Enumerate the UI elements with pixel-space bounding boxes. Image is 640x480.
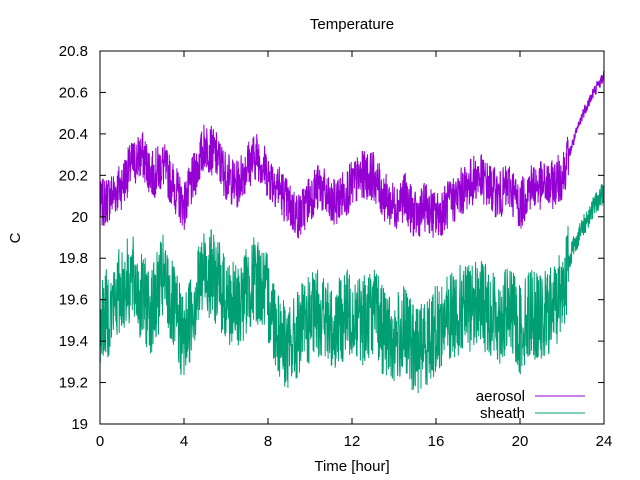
y-tick-label: 19.8 (59, 250, 88, 267)
y-tick-label: 20.4 (59, 126, 88, 143)
y-tick-label: 20.6 (59, 84, 88, 101)
y-tick-label: 19.6 (59, 292, 88, 309)
x-tick-label: 8 (264, 433, 272, 450)
legend-label-aerosol: aerosol (476, 388, 525, 405)
x-tick-label: 4 (180, 433, 188, 450)
x-tick-label: 0 (96, 433, 104, 450)
axes: 0 4 8 12 16 20 24 19 19.2 19.4 19.6 19.8 20 20.2 20.4 2… (59, 43, 613, 450)
y-tick-label: 19.2 (59, 375, 88, 392)
x-tick-label: 12 (344, 433, 361, 450)
y-tick-label: 19 (71, 416, 88, 433)
legend-label-sheath: sheath (480, 405, 525, 422)
series-line-aerosol (99, 70, 605, 239)
y-tick-label: 20.2 (59, 167, 88, 184)
y-tick-label: 20 (71, 209, 88, 226)
plot-area (99, 70, 605, 394)
y-tick-label: 19.4 (59, 333, 88, 350)
y-tick-label: 20.8 (59, 43, 88, 60)
chart-title: Temperature (310, 16, 394, 33)
x-axis-label: Time [hour] (314, 458, 389, 475)
x-tick-label: 24 (596, 433, 613, 450)
plot-frame (99, 50, 605, 425)
x-tick-label: 20 (512, 433, 529, 450)
series-line-sheath (99, 183, 605, 394)
y-axis-label: C (7, 232, 24, 243)
x-tick-label: 16 (428, 433, 445, 450)
